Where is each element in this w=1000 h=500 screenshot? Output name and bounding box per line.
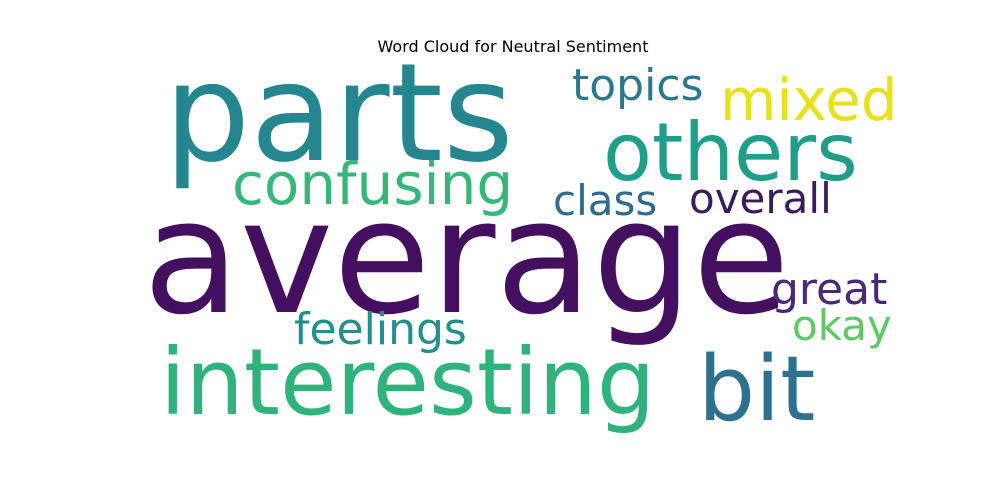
word-average: average [143, 166, 790, 350]
word-class: class [553, 176, 657, 225]
word-overall: overall [689, 174, 832, 223]
word-parts: parts [164, 35, 514, 193]
word-okay: okay [792, 301, 892, 350]
word-feelings: feelings [294, 304, 467, 355]
word-topics: topics [572, 60, 703, 111]
word-confusing: confusing [232, 150, 513, 218]
word-others: others [603, 106, 858, 199]
word-bit: bit [698, 337, 815, 442]
word-mixed: mixed [720, 66, 898, 134]
word-interesting: interesting [160, 329, 655, 436]
word-great: great [771, 264, 887, 315]
chart-title: Word Cloud for Neutral Sentiment [378, 37, 649, 56]
